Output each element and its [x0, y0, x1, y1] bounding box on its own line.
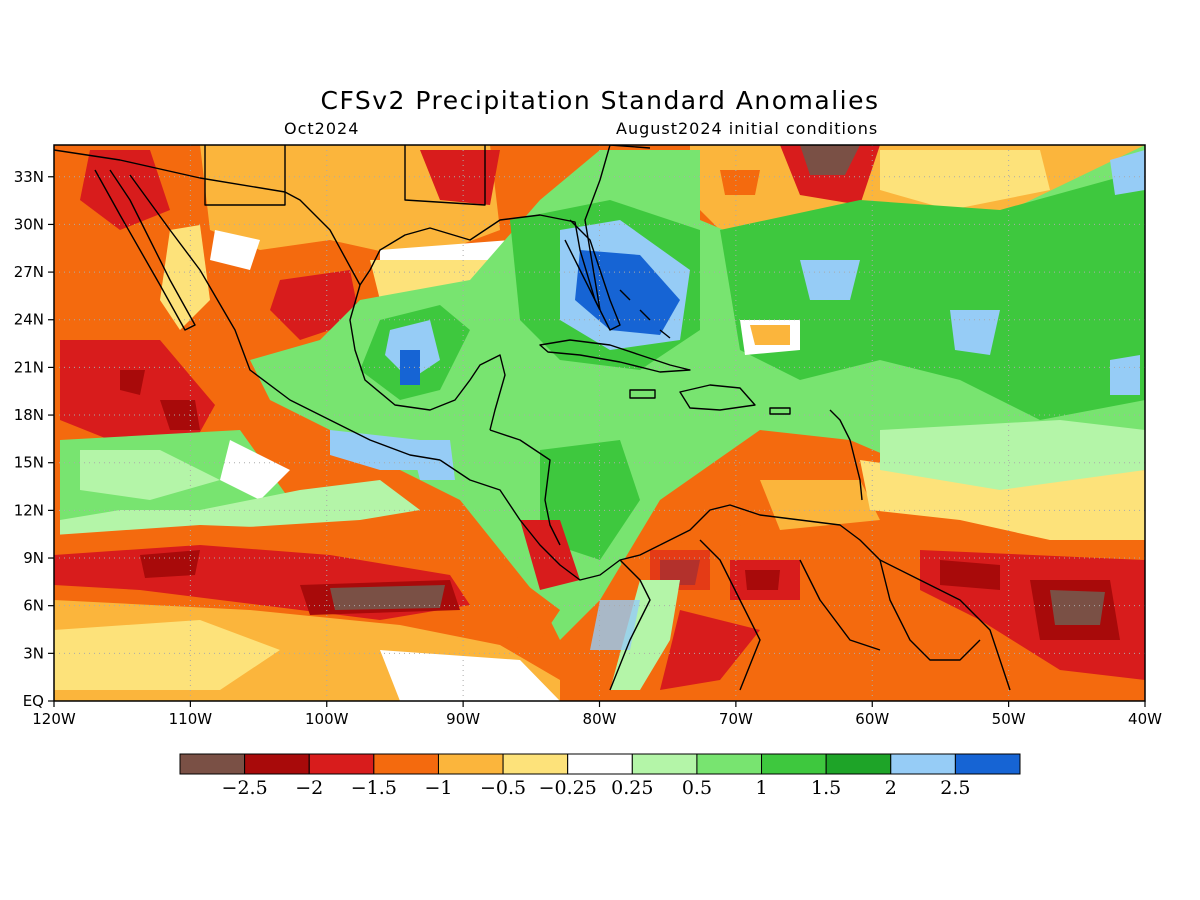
- colorbar-label: 0.25: [611, 777, 653, 799]
- latitude-axis: EQ 3N 6N 9N 12N 15N 18N 21N 24N 27N 30N 33N: [14, 168, 54, 710]
- colorbar-swatch: [825, 753, 892, 775]
- colorbar-swatch: [631, 753, 698, 775]
- colorbar-label: −0.5: [480, 777, 526, 799]
- lat-tick-label: 6N: [23, 597, 44, 615]
- lon-tick-label: 120W: [32, 710, 76, 728]
- lat-tick-label: EQ: [23, 692, 44, 710]
- lat-tick-label: 30N: [14, 215, 44, 233]
- colorbar-swatch: [761, 753, 827, 775]
- lon-tick-label: 60W: [855, 710, 889, 728]
- colorbar-swatch: [954, 753, 1021, 775]
- colorbar-label: −1.5: [351, 777, 397, 799]
- target-month-label: Oct2024: [284, 119, 360, 138]
- colorbar-label: 1: [755, 777, 767, 799]
- lon-tick-label: 80W: [583, 710, 617, 728]
- colorbar-label: 0.5: [682, 777, 712, 799]
- colorbar-label: −0.25: [539, 777, 597, 799]
- colorbar-swatch: [437, 753, 504, 775]
- colorbar-label: −1: [424, 777, 452, 799]
- colorbar-swatch: [244, 753, 310, 775]
- lat-tick-label: 12N: [14, 501, 44, 519]
- lat-tick-label: 21N: [14, 358, 44, 376]
- lon-tick-label: 90W: [446, 710, 480, 728]
- colorbar-swatch: [373, 753, 439, 775]
- lon-tick-label: 110W: [169, 710, 213, 728]
- page-title: CFSv2 Precipitation Standard Anomalies: [320, 86, 880, 115]
- colorbar-label: 1.5: [811, 777, 841, 799]
- lat-tick-label: 33N: [14, 168, 44, 186]
- initial-conditions-label: August2024 initial conditions: [616, 119, 879, 138]
- longitude-axis: 120W 110W 100W 90W 80W 70W 60W 50W 40W: [32, 701, 1162, 728]
- colorbar-label: −2: [295, 777, 323, 799]
- colorbar-label: −2.5: [222, 777, 268, 799]
- lat-tick-label: 9N: [23, 549, 44, 567]
- colorbar: −2.5 −2 −1.5 −1 −0.5 −0.25 0.25 0.5 1 1.5 2 2.5: [179, 753, 1021, 799]
- colorbar-label: 2.5: [940, 777, 970, 799]
- lon-tick-label: 50W: [992, 710, 1026, 728]
- lat-tick-label: 27N: [14, 263, 44, 281]
- colorbar-swatch: [890, 753, 956, 775]
- colorbar-swatch: [179, 753, 246, 775]
- lat-tick-label: 18N: [14, 406, 44, 424]
- colorbar-swatch: [308, 753, 375, 775]
- grid-lines: [54, 145, 1145, 701]
- lon-tick-label: 100W: [305, 710, 349, 728]
- lon-tick-label: 70W: [719, 710, 753, 728]
- lat-tick-label: 24N: [14, 311, 44, 329]
- lat-tick-label: 3N: [23, 644, 44, 662]
- coastlines: [54, 145, 1011, 691]
- lon-tick-label: 40W: [1128, 710, 1162, 728]
- colorbar-swatch: [502, 753, 569, 775]
- lat-tick-label: 15N: [14, 454, 44, 472]
- colorbar-swatch: [696, 753, 763, 775]
- colorbar-swatch: [567, 753, 633, 775]
- colorbar-label: 2: [885, 777, 897, 799]
- anomaly-field: [54, 145, 1145, 701]
